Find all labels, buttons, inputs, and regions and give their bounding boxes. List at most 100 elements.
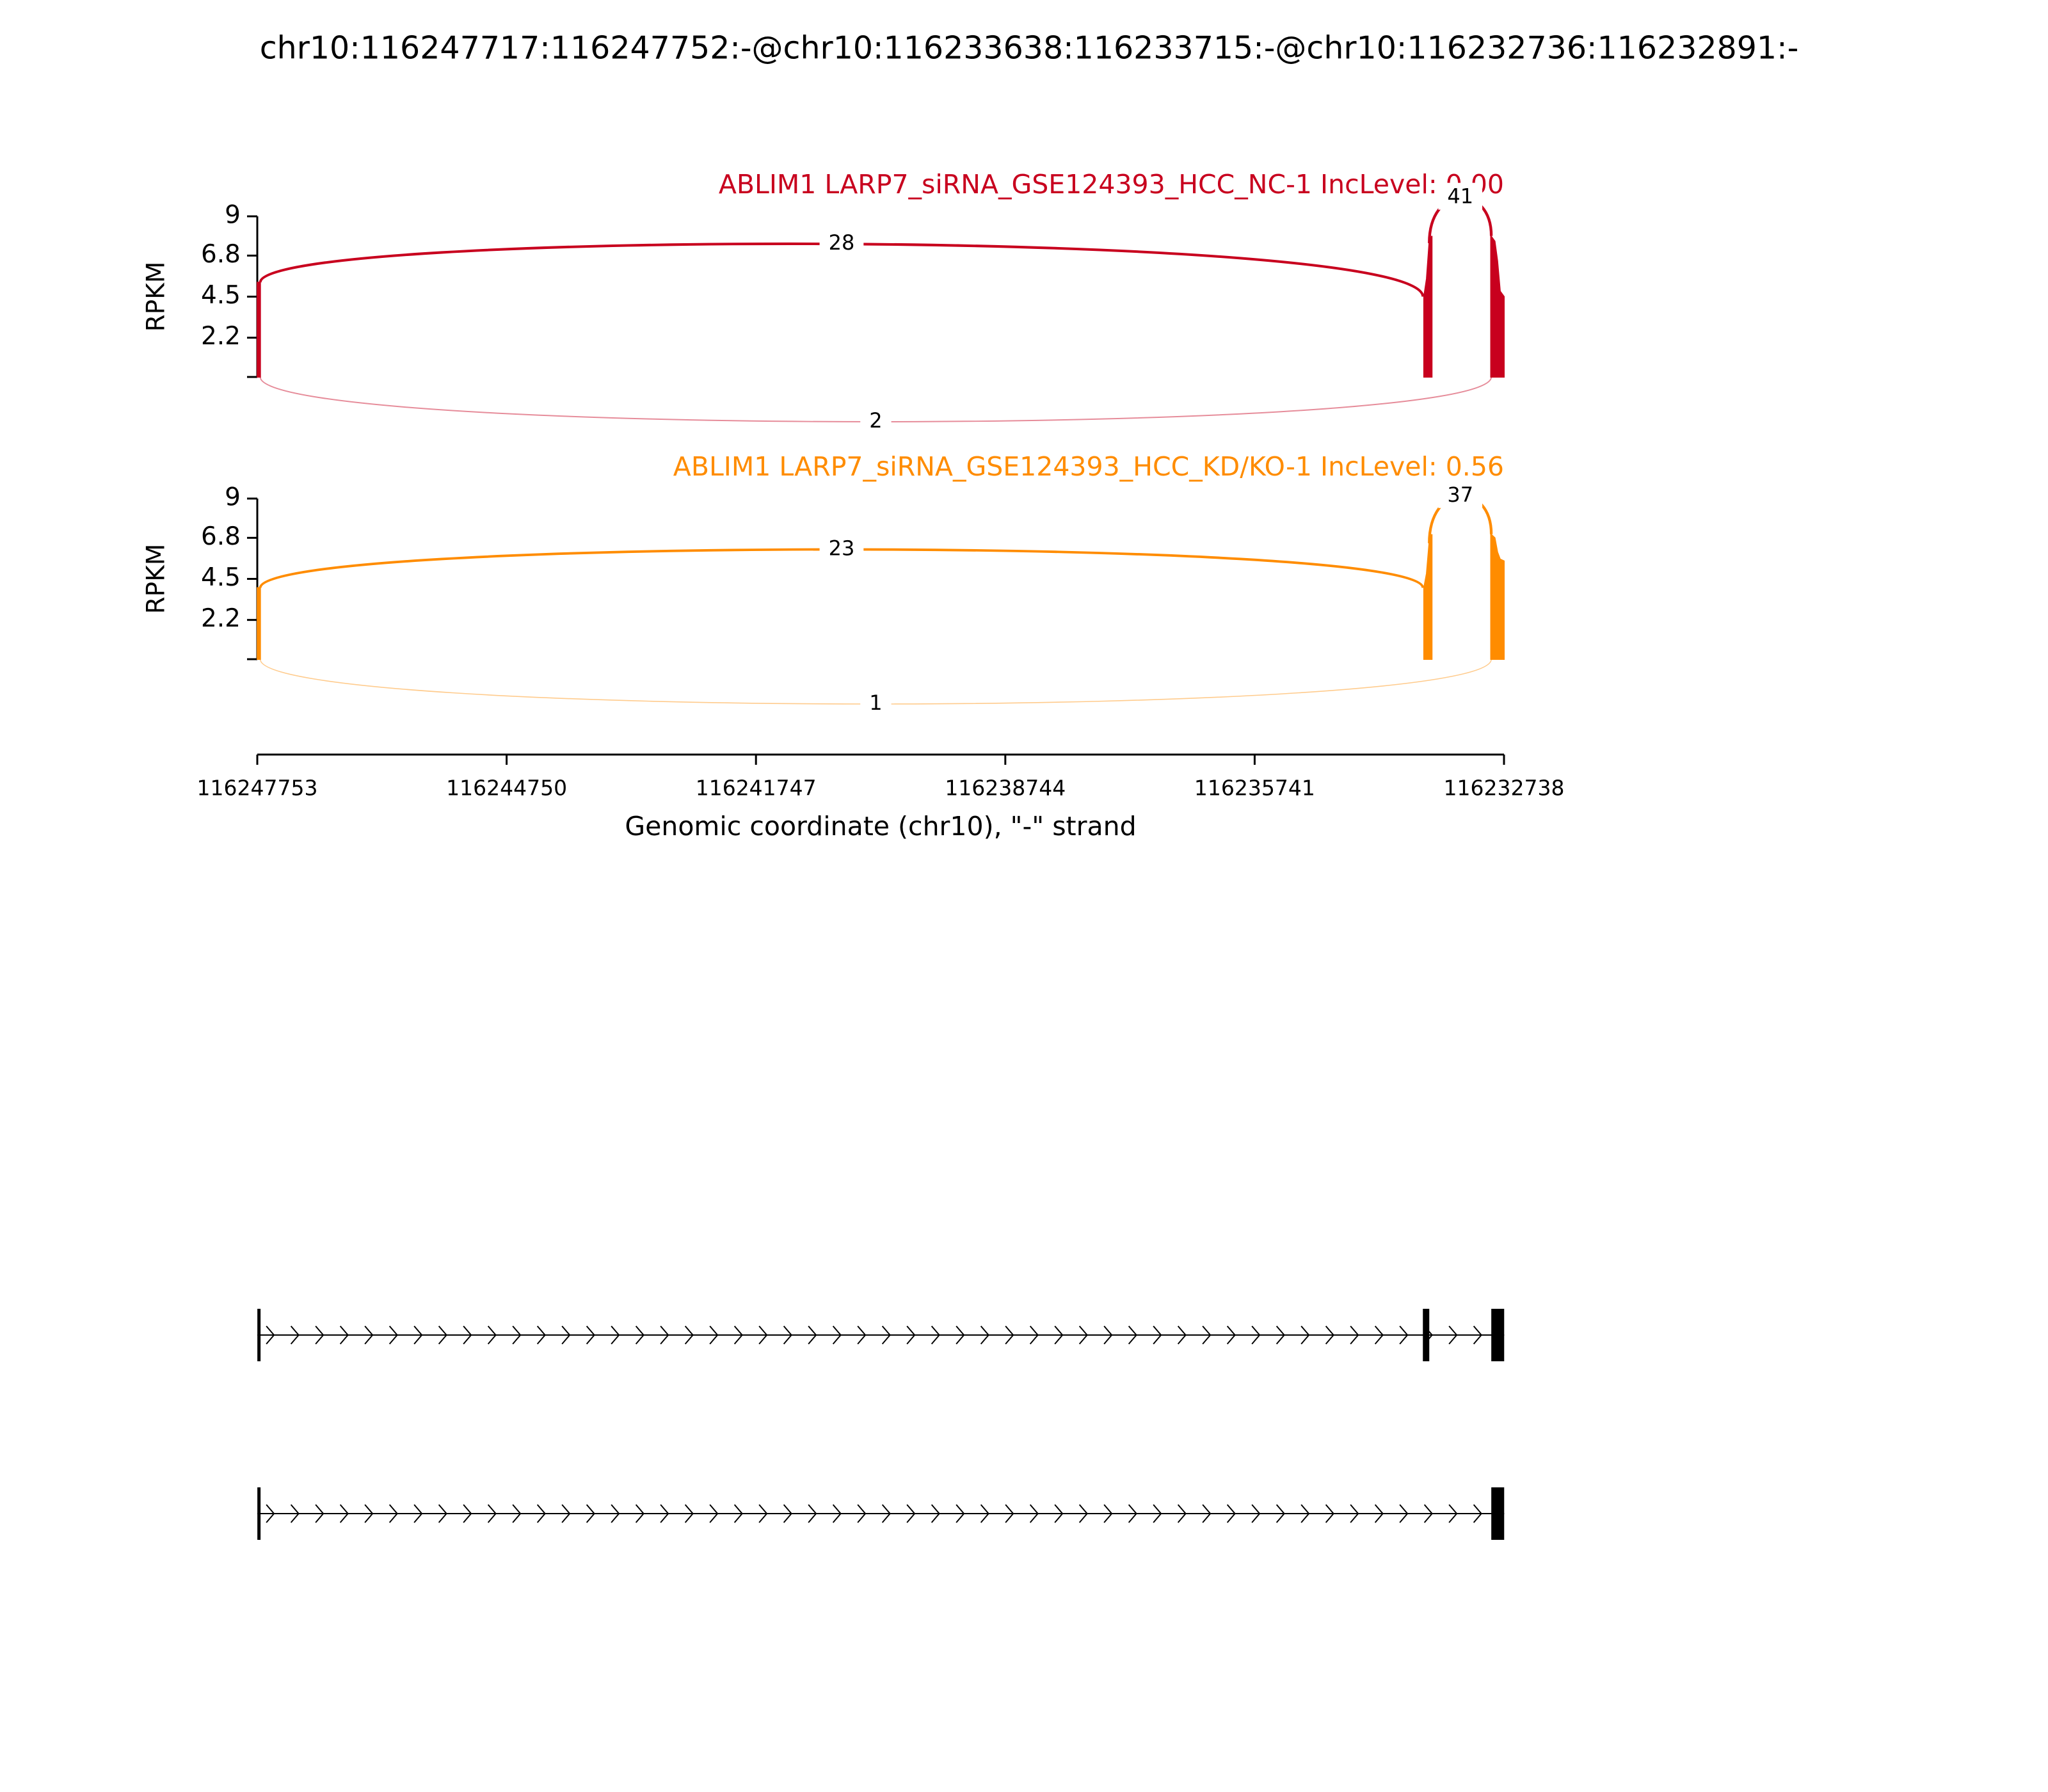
strand-chevron [1399,1504,1409,1523]
strand-chevron [290,1325,300,1345]
strand-chevron [808,1504,817,1523]
junction-label-background [860,407,892,434]
strand-chevron [512,1504,522,1523]
y-tick-label: 6.8 [201,240,241,269]
strand-chevron [906,1504,916,1523]
strand-chevron [1177,1325,1187,1345]
strand-chevron [364,1325,374,1345]
y-tick-label: 4.5 [201,281,241,310]
y-tick-label: 6.8 [201,522,241,551]
exon [1491,1309,1505,1361]
junction-label-background [1438,481,1483,508]
strand-chevron [1054,1325,1064,1345]
strand-chevron [1005,1504,1014,1523]
strand-chevron [1325,1504,1334,1523]
junction-count-label: 23 [829,536,855,560]
junction-count-label: 41 [1447,184,1473,209]
strand-chevron [611,1504,620,1523]
strand-chevron [1350,1325,1359,1345]
strand-chevron [635,1325,644,1345]
strand-chevron [388,1325,398,1345]
strand-chevron [266,1504,275,1523]
junction-count-label: 28 [829,230,855,255]
y-axis-label: RPKM [142,262,171,332]
strand-chevron [1029,1504,1039,1523]
y-tick-label: 2.2 [201,322,241,351]
strand-chevron [1078,1325,1088,1345]
strand-chevron [635,1504,644,1523]
strand-chevron [733,1325,743,1345]
strand-chevron [832,1504,842,1523]
strand-chevron [388,1504,398,1523]
panel-title: ABLIM1 LARP7_siRNA_GSE124393_HCC_KD/KO-1… [673,451,1504,482]
strand-chevron [586,1325,595,1345]
y-axis-label: RPKM [142,544,171,614]
exon [257,1487,261,1540]
strand-chevron [1448,1325,1458,1345]
strand-chevron [783,1325,792,1345]
junction-count-label: 1 [869,691,882,715]
strand-chevron [487,1504,497,1523]
y-tick-label: 9 [225,201,241,230]
strand-chevron [536,1504,546,1523]
junction-label-background [1438,182,1483,210]
strand-chevron [1251,1504,1261,1523]
strand-chevron [857,1504,867,1523]
strand-chevron [1276,1325,1285,1345]
strand-chevron [1300,1504,1310,1523]
strand-chevron [1251,1325,1261,1345]
x-tick-label: 116238744 [945,776,1066,801]
x-tick-label: 116247753 [197,776,318,801]
y-tick-label: 4.5 [201,563,241,592]
strand-chevron [561,1325,571,1345]
strand-chevron [339,1325,349,1345]
strand-chevron [1202,1504,1212,1523]
strand-chevron [339,1504,349,1523]
strand-chevron [413,1504,423,1523]
panel-title: ABLIM1 LARP7_siRNA_GSE124393_HCC_NC-1 In… [719,169,1504,200]
x-tick-label: 116235741 [1194,776,1315,801]
strand-chevron [1300,1325,1310,1345]
strand-chevron [438,1325,447,1345]
strand-chevron [266,1325,275,1345]
strand-chevron [1103,1325,1113,1345]
strand-chevron [315,1504,324,1523]
strand-chevron [684,1325,694,1345]
strand-chevron [1423,1504,1433,1523]
x-tick-label: 116232738 [1444,776,1565,801]
x-tick-label: 116241747 [696,776,817,801]
exon [257,1309,261,1361]
junction-label-background [819,534,864,562]
strand-chevron [808,1325,817,1345]
junction-count-label: 2 [869,408,882,433]
strand-chevron [931,1325,940,1345]
figure-title: chr10:116247717:116247752:-@chr10:116233… [260,30,1799,67]
strand-chevron [660,1325,669,1345]
strand-chevron [1399,1325,1409,1345]
strand-chevron [1153,1325,1162,1345]
strand-chevron [709,1504,719,1523]
strand-chevron [463,1504,472,1523]
strand-chevron [586,1504,595,1523]
strand-chevron [881,1504,891,1523]
strand-chevron [463,1325,472,1345]
strand-chevron [1350,1504,1359,1523]
strand-chevron [561,1504,571,1523]
strand-chevron [709,1325,719,1345]
strand-chevron [980,1504,989,1523]
strand-chevron [1202,1325,1212,1345]
strand-chevron [980,1325,989,1345]
strand-chevron [1005,1325,1014,1345]
strand-chevron [512,1325,522,1345]
strand-chevron [1374,1325,1384,1345]
y-tick-label: 2.2 [201,604,241,633]
strand-chevron [758,1325,768,1345]
strand-chevron [1128,1504,1137,1523]
junction-count-label: 37 [1447,483,1473,507]
strand-chevron [1153,1504,1162,1523]
strand-chevron [290,1504,300,1523]
strand-chevron [1078,1504,1088,1523]
strand-chevron [487,1325,497,1345]
strand-chevron [438,1504,447,1523]
